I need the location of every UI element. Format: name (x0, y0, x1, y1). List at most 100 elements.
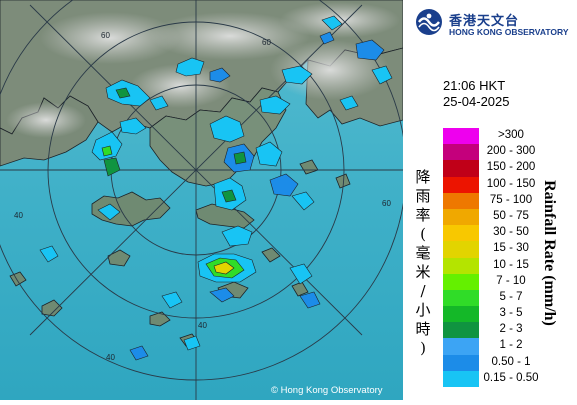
rain-echo-east-1 (255, 141, 283, 167)
legend-row: 50 - 75 (443, 208, 573, 226)
legend-swatch (443, 257, 479, 274)
rain-echo-west-2 (103, 157, 121, 177)
cloud-cover (6, 2, 400, 138)
legend-swatch (443, 208, 479, 226)
legend-row: 3 - 5 (443, 306, 573, 323)
legend-row: 0.50 - 1 (443, 354, 573, 371)
legend-swatch (443, 192, 479, 209)
legend-swatch (443, 370, 479, 387)
rain-echo-southeast-2 (299, 291, 321, 309)
legend-label: 5 - 7 (499, 290, 523, 303)
legend-swatch (443, 128, 479, 145)
ring-label-6: 40 (106, 353, 115, 362)
legend-row: 200 - 300 (443, 144, 573, 161)
rain-echoes (39, 15, 393, 361)
rain-echo-southcentral-core (221, 189, 237, 203)
rain-echo-east-2 (269, 173, 299, 197)
ring-label-3: 60 (382, 199, 391, 208)
legend-row: 75 - 100 (443, 192, 573, 209)
info-panel: 香港天文台 HONG KONG OBSERVATORY 21:06 HKT 25… (403, 0, 577, 400)
legend-swatch (443, 144, 479, 161)
legend-label: 150 - 200 (486, 161, 536, 174)
rain-echo-storm-core (213, 261, 235, 275)
rain-echo-west-1 (91, 131, 123, 161)
island-3 (149, 311, 171, 327)
rain-echo-west-core (101, 145, 113, 157)
legend-label: 10 - 15 (493, 258, 529, 271)
observation-date: 25-04-2025 (443, 94, 510, 109)
legend-swatch (443, 273, 479, 290)
rain-echo-south-5 (129, 345, 149, 361)
rain-echo-northeast-1 (321, 15, 343, 31)
rain-echo-northwest-2 (149, 95, 169, 111)
rain-echo-north-2 (209, 67, 231, 83)
legend-swatch (443, 289, 479, 307)
legend-label: 3 - 5 (499, 307, 523, 320)
rain-echo-northeast-3 (339, 95, 359, 111)
legend-row: 1 - 2 (443, 338, 573, 355)
legend-label: 7 - 10 (496, 274, 526, 287)
org-name-en: HONG KONG OBSERVATORY (449, 27, 569, 37)
rain-echo-east-3 (291, 191, 315, 211)
radar-map-graphic: 60 60 60 40 40 40 (0, 0, 407, 400)
legend-row: 0.15 - 0.50 (443, 370, 573, 387)
legend-label: 50 - 75 (493, 209, 529, 222)
rain-echo-southeast-1 (289, 263, 313, 285)
rainfall-legend: >300 200 - 300 150 - 200 100 - 150 75 - 100 5… (443, 128, 573, 387)
org-name-zh: 香港天文台 (449, 14, 520, 29)
rain-echo-northwest-core (115, 87, 131, 99)
rain-echo-central-1 (209, 115, 245, 143)
rain-echo-north-6 (319, 31, 335, 45)
rain-echo-west-4 (97, 203, 121, 221)
legend-label: 100 - 150 (486, 177, 536, 190)
legend-swatch (443, 160, 479, 177)
rain-echo-south-4 (183, 335, 201, 351)
range-ring-labels: 60 60 60 40 40 40 (14, 31, 391, 362)
legend-swatch (443, 225, 479, 242)
legend-row: >300 (443, 128, 573, 145)
legend-row: 5 - 7 (443, 289, 573, 307)
rain-echo-central-core (233, 151, 247, 165)
legend-row: 150 - 200 (443, 160, 573, 177)
rain-echo-south-1 (221, 225, 253, 247)
legend-label: 15 - 30 (493, 242, 529, 255)
ring-label-2: 60 (262, 38, 271, 47)
copyright-notice: © Hong Kong Observatory (271, 385, 383, 396)
rain-echo-west-3 (119, 117, 147, 135)
legend-swatch (443, 176, 479, 193)
island-1 (107, 249, 131, 267)
rain-echo-north-3 (281, 65, 313, 85)
legend-swatch (443, 354, 479, 371)
legend-title-en: Rainfall Rate (mm/h) (541, 180, 558, 326)
legend-title-zh: 降雨率(毫米 / 小時) (415, 168, 431, 357)
island-9 (335, 173, 351, 189)
legend-row: 30 - 50 (443, 225, 573, 242)
rain-echo-northeast-2 (371, 65, 393, 85)
legend-swatch (443, 241, 479, 258)
rain-echo-north-1 (175, 57, 205, 77)
hko-logo: 香港天文台 HONG KONG OBSERVATORY (415, 6, 575, 42)
rain-echo-north-4 (355, 39, 385, 61)
island-5 (261, 247, 281, 263)
legend-label: 30 - 50 (493, 226, 529, 239)
hko-logo-icon (416, 9, 442, 35)
legend-swatch (443, 322, 479, 339)
rain-echo-southwest-1 (39, 245, 59, 263)
ring-label-4: 40 (14, 211, 23, 220)
legend-label: 1 - 2 (499, 339, 523, 352)
legend-row: 15 - 30 (443, 241, 573, 258)
ring-label-1: 60 (101, 31, 110, 40)
ring-label-5: 40 (198, 321, 207, 330)
legend-swatch (443, 338, 479, 355)
legend-label: 2 - 3 (499, 323, 523, 336)
rain-echo-south-3 (161, 291, 183, 309)
legend-swatch (443, 306, 479, 323)
radar-map: 60 60 60 40 40 40 (0, 0, 407, 400)
legend-row: 2 - 3 (443, 322, 573, 339)
legend-label: 0.50 - 1 (491, 355, 531, 368)
legend-label: 75 - 100 (489, 193, 533, 206)
legend-title-en-wrap: Rainfall Rate (mm/h) (539, 158, 559, 348)
legend-label: >300 (498, 129, 524, 141)
rain-echo-south-2 (209, 287, 235, 303)
legend-row: 10 - 15 (443, 257, 573, 274)
